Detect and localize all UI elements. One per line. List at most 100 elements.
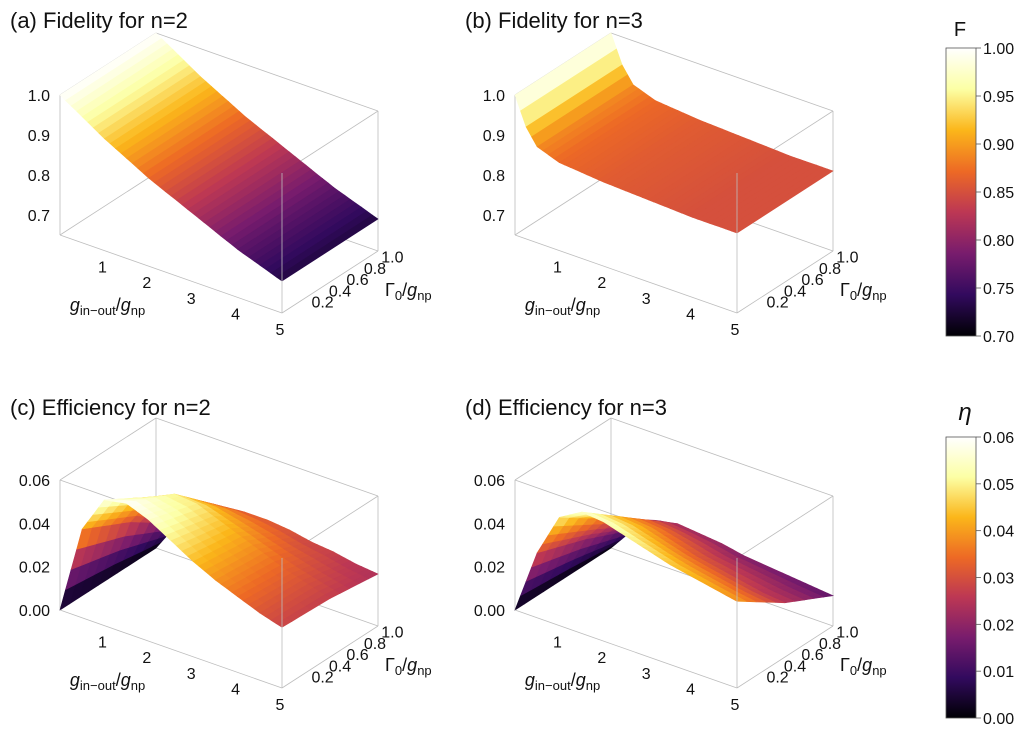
panel-title: (b) Fidelity for n=3: [465, 8, 643, 33]
colorbar-tick-label: 0.90: [983, 137, 1014, 154]
z-tick-label: 1.0: [483, 88, 505, 105]
colorbar-tick-label: 0.05: [983, 477, 1014, 494]
panel-title: (d) Efficiency for n=3: [465, 395, 667, 420]
bounding-box-front: [59, 558, 379, 689]
colorbar-tick-label: 0.01: [983, 664, 1014, 681]
box-edge: [610, 417, 834, 497]
box-edge: [59, 417, 157, 481]
y-tick-label: 1.0: [836, 250, 858, 267]
x-tick-label: 3: [642, 666, 651, 683]
box-edge: [514, 609, 738, 689]
surface-patch: [730, 168, 834, 234]
box-edge: [736, 495, 834, 559]
y-tick-label: 0.4: [784, 658, 806, 675]
z-tick-label: 0.02: [474, 560, 505, 577]
z-tick-label: 0.06: [19, 473, 50, 490]
colorbar-label: F: [954, 19, 966, 41]
z-tick-label: 0.7: [28, 208, 50, 225]
box-edge: [281, 250, 379, 314]
x-tick-label: 4: [686, 306, 695, 323]
x-axis-label: gin−out/gnp: [525, 295, 600, 318]
z-tick-label: 0.00: [19, 603, 50, 620]
z-tick-label: 0.8: [28, 168, 50, 185]
x-tick-label: 3: [187, 291, 196, 308]
colorbar-tick-label: 0.75: [983, 281, 1014, 298]
y-tick-label: 0.6: [801, 647, 823, 664]
x-tick-label: 5: [731, 322, 740, 339]
bounding-box-front: [514, 173, 834, 314]
y-tick-label: 0.8: [364, 636, 386, 653]
z-tick-label: 0.04: [474, 516, 505, 533]
colorbar-tick-label: 0.02: [983, 617, 1014, 634]
x-tick-label: 5: [731, 697, 740, 714]
panel-b: (b) Fidelity for n=3 1.0 0.9 0.8 0.7 1 2 3 4 5 0.2…: [465, 8, 887, 339]
x-tick-label: 4: [686, 681, 695, 698]
y-tick-label: 1.0: [381, 625, 403, 642]
colorbar-tick-label: 0.04: [983, 524, 1014, 541]
y-tick-label: 0.2: [766, 295, 788, 312]
x-tick-label: 3: [187, 666, 196, 683]
y-tick-label: 0.8: [819, 261, 841, 278]
y-tick-label: 0.8: [819, 636, 841, 653]
x-tick-label: 1: [553, 635, 562, 652]
panel-title: (c) Efficiency for n=2: [10, 395, 211, 420]
box-edge: [514, 172, 612, 236]
colorbar-tick-label: 0.85: [983, 185, 1014, 202]
surface: [514, 511, 835, 611]
x-tick-label: 2: [597, 650, 606, 667]
box-edge: [514, 417, 612, 481]
x-tick-label: 2: [142, 275, 151, 292]
y-axis-label: Γ0/gnp: [385, 655, 432, 678]
y-tick-label: 0.2: [311, 295, 333, 312]
y-tick-label: 1.0: [381, 250, 403, 267]
box-edge: [281, 625, 379, 689]
colorbar-bar: [945, 436, 977, 719]
box-edge: [514, 234, 738, 314]
x-axis-label: gin−out/gnp: [70, 670, 145, 693]
x-tick-label: 5: [276, 322, 285, 339]
z-tick-label: 1.0: [28, 88, 50, 105]
z-tick-label: 0.9: [28, 128, 50, 145]
z-tick-label: 0.02: [19, 560, 50, 577]
colorbar-tick-label: 0.03: [983, 571, 1014, 588]
panel-d: (d) Efficiency for n=3 0.06 0.04 0.02 0.00 1 2…: [465, 395, 887, 714]
x-axis-label: gin−out/gnp: [70, 295, 145, 318]
surface-patch: [731, 598, 747, 602]
y-tick-label: 0.6: [801, 272, 823, 289]
box-edge: [610, 32, 834, 112]
colorbar-tick-label: 0.06: [983, 430, 1014, 447]
colorbar-tick-label: 0.95: [983, 89, 1014, 106]
y-axis-label: Γ0/gnp: [840, 655, 887, 678]
x-tick-label: 3: [642, 291, 651, 308]
box-edge: [59, 234, 283, 314]
colorbar-tick-label: 1.00: [983, 41, 1014, 58]
colorbar-bar: [945, 47, 977, 337]
z-tick-label: 0.9: [483, 128, 505, 145]
z-tick-label: 0.8: [483, 168, 505, 185]
z-tick-label: 0.04: [19, 516, 50, 533]
y-tick-label: 0.8: [364, 261, 386, 278]
y-tick-label: 0.6: [346, 272, 368, 289]
box-edge: [155, 417, 379, 497]
colorbar-label: η: [958, 399, 971, 426]
panel-c: (c) Efficiency for n=2 0.06 0.04 0.02 0.00 1 2…: [10, 395, 432, 714]
x-tick-label: 1: [98, 635, 107, 652]
surface-patch: [275, 617, 293, 628]
y-tick-label: 0.4: [784, 283, 806, 300]
y-tick-label: 0.2: [311, 670, 333, 687]
y-tick-label: 1.0: [836, 625, 858, 642]
colorbar-tick-label: 0.70: [983, 329, 1014, 346]
x-tick-label: 1: [553, 260, 562, 277]
x-tick-label: 4: [231, 681, 240, 698]
y-axis-label: Γ0/gnp: [385, 280, 432, 303]
x-tick-label: 2: [142, 650, 151, 667]
y-tick-label: 0.4: [329, 658, 351, 675]
colorbar-tick-label: 0.80: [983, 233, 1014, 250]
surface: [514, 32, 834, 234]
box-edge: [155, 32, 379, 112]
y-tick-label: 0.6: [346, 647, 368, 664]
surface: [59, 32, 379, 282]
x-tick-label: 4: [231, 306, 240, 323]
box-edge: [736, 250, 834, 314]
